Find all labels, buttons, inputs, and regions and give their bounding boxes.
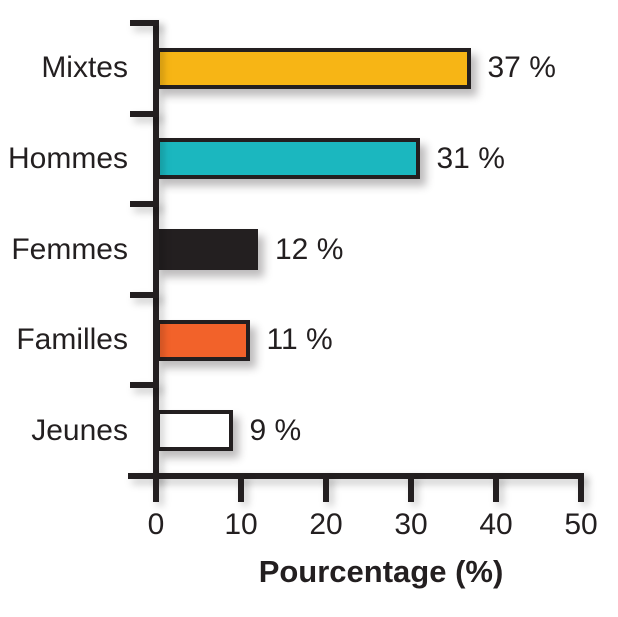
value-label-mixtes: 37 % [487, 51, 556, 85]
x-axis-title: Pourcentage (%) [258, 554, 504, 589]
category-label-hommes: Hommes [7, 141, 128, 175]
x-tick-label-30: 30 [394, 508, 428, 541]
category-label-mixtes: Mixtes [41, 51, 128, 85]
x-tick-label-20: 20 [309, 508, 343, 541]
x-tick-label-40: 40 [479, 508, 513, 541]
x-axis-tick-50 [578, 473, 584, 502]
y-axis-tick [130, 382, 159, 389]
y-axis-tick [130, 20, 159, 26]
bar-mixtes [156, 47, 471, 89]
y-axis-tick [130, 291, 159, 298]
y-axis-tick [130, 110, 159, 117]
category-label-jeunes: Jeunes [31, 413, 128, 447]
x-axis-tick-10 [238, 473, 244, 502]
x-tick-label-10: 10 [224, 508, 258, 541]
bar-jeunes [156, 410, 233, 452]
y-axis-tick [130, 201, 159, 208]
y-axis-line [153, 20, 159, 479]
category-label-femmes: Femmes [11, 232, 128, 266]
bar-familles [156, 319, 250, 361]
category-label-familles: Familles [16, 323, 128, 357]
x-axis-tick-20 [323, 473, 329, 502]
value-label-hommes: 31 % [436, 141, 505, 175]
value-label-femmes: 12 % [275, 232, 344, 266]
x-axis-tick-0 [153, 473, 159, 502]
value-label-familles: 11 % [266, 323, 333, 357]
value-label-jeunes: 9 % [249, 413, 302, 447]
x-axis-tick-30 [408, 473, 414, 502]
bar-femmes [156, 229, 258, 270]
bar-hommes [156, 138, 420, 180]
x-tick-label-50: 50 [564, 508, 598, 541]
x-axis-tick-40 [493, 473, 499, 502]
x-tick-label-0: 0 [147, 508, 165, 541]
x-axis-line [128, 473, 583, 479]
